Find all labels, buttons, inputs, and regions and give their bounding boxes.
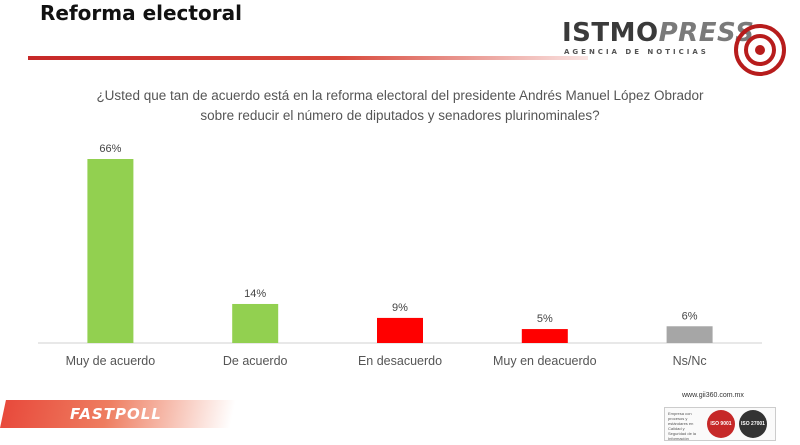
data-label: 5% <box>537 313 553 325</box>
fastpoll-brand: FASTPOLL <box>70 405 162 423</box>
title-underline <box>28 56 588 60</box>
category-label: De acuerdo <box>223 354 288 368</box>
website-url: www.gii360.com.mx <box>682 392 744 399</box>
logo-swirl-icon <box>734 24 786 76</box>
logo-main-text: ISTMO <box>562 18 659 48</box>
data-label: 9% <box>392 302 408 314</box>
page-title: Reforma electoral <box>40 1 242 25</box>
data-label: 6% <box>682 310 698 322</box>
certification-badge: Empresa con procesos y estándares en Cal… <box>664 407 776 441</box>
category-label: Ns/Nc <box>673 354 707 368</box>
data-label: 66% <box>99 143 121 155</box>
category-label: Muy en deacuerdo <box>493 354 597 368</box>
bar <box>521 329 568 343</box>
bar <box>87 159 134 343</box>
iso-27001-icon: ISO 27001 <box>739 410 767 438</box>
logo-subtitle: AGENCIA DE NOTICIAS <box>564 48 709 56</box>
cert-description: Empresa con procesos y estándares en Cal… <box>668 411 697 441</box>
data-label: 14% <box>244 288 266 300</box>
category-label: En desacuerdo <box>358 354 442 368</box>
bar <box>232 303 279 343</box>
category-label: Muy de acuerdo <box>66 354 156 368</box>
survey-question: ¿Usted que tan de acuerdo está en la ref… <box>96 88 704 123</box>
bar <box>377 317 423 343</box>
istmo-press-logo: ISTMOPRESS AGENCIA DE NOTICIAS <box>562 18 794 78</box>
bar <box>666 326 713 343</box>
iso-9001-icon: ISO 9001 <box>707 410 735 438</box>
